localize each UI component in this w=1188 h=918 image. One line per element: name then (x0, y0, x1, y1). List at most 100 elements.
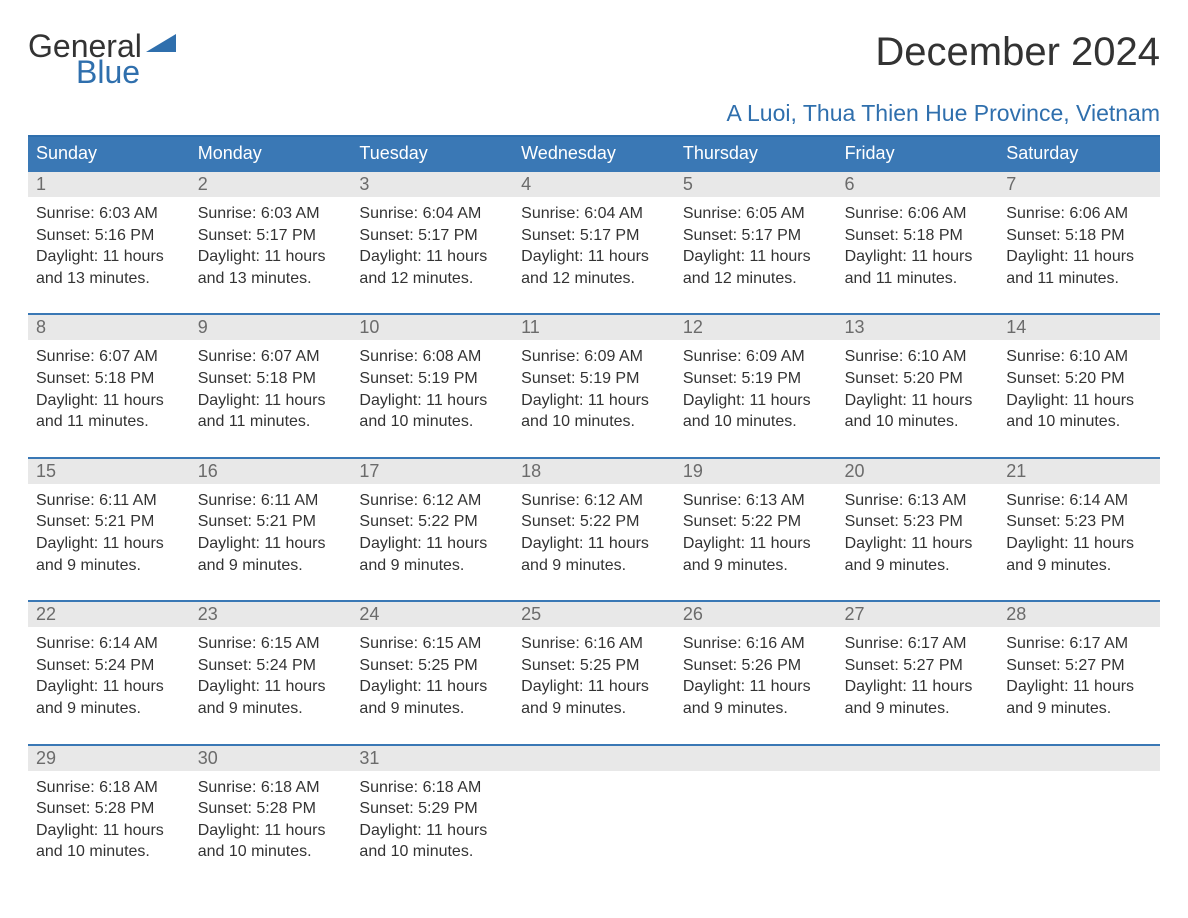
day-number: 29 (28, 746, 190, 771)
sunset-line: Sunset: 5:24 PM (36, 655, 182, 677)
day-number: 5 (675, 172, 837, 197)
sunset-line: Sunset: 5:23 PM (845, 511, 991, 533)
daylight-line: Daylight: 11 hours and 13 minutes. (36, 246, 182, 289)
day-cell: Sunrise: 6:17 AMSunset: 5:27 PMDaylight:… (837, 627, 999, 725)
daylight-line: Daylight: 11 hours and 9 minutes. (683, 533, 829, 576)
daylight-line: Daylight: 11 hours and 11 minutes. (845, 246, 991, 289)
calendar-week: 1234567Sunrise: 6:03 AMSunset: 5:16 PMDa… (28, 170, 1160, 295)
sunset-line: Sunset: 5:17 PM (359, 225, 505, 247)
day-number: 2 (190, 172, 352, 197)
month-title: December 2024 (875, 30, 1160, 75)
daylight-line: Daylight: 11 hours and 9 minutes. (845, 533, 991, 576)
daylight-line: Daylight: 11 hours and 9 minutes. (359, 533, 505, 576)
day-number-row: 891011121314 (28, 315, 1160, 340)
day-cell: Sunrise: 6:13 AMSunset: 5:22 PMDaylight:… (675, 484, 837, 582)
day-cell: Sunrise: 6:16 AMSunset: 5:26 PMDaylight:… (675, 627, 837, 725)
sunrise-line: Sunrise: 6:06 AM (845, 203, 991, 225)
sunset-line: Sunset: 5:19 PM (359, 368, 505, 390)
day-number: 20 (837, 459, 999, 484)
day-cell: Sunrise: 6:14 AMSunset: 5:24 PMDaylight:… (28, 627, 190, 725)
sunrise-line: Sunrise: 6:12 AM (521, 490, 667, 512)
sunset-line: Sunset: 5:22 PM (521, 511, 667, 533)
weekday-header-row: SundayMondayTuesdayWednesdayThursdayFrid… (28, 135, 1160, 170)
daylight-line: Daylight: 11 hours and 12 minutes. (683, 246, 829, 289)
day-cell: Sunrise: 6:11 AMSunset: 5:21 PMDaylight:… (28, 484, 190, 582)
sunset-line: Sunset: 5:17 PM (521, 225, 667, 247)
day-cell: Sunrise: 6:12 AMSunset: 5:22 PMDaylight:… (513, 484, 675, 582)
sunrise-line: Sunrise: 6:15 AM (359, 633, 505, 655)
day-number: 23 (190, 602, 352, 627)
day-cell: Sunrise: 6:07 AMSunset: 5:18 PMDaylight:… (28, 340, 190, 438)
sunset-line: Sunset: 5:16 PM (36, 225, 182, 247)
daylight-line: Daylight: 11 hours and 10 minutes. (683, 390, 829, 433)
weekday-header: Friday (837, 137, 999, 170)
sunrise-line: Sunrise: 6:07 AM (36, 346, 182, 368)
day-number-row: 22232425262728 (28, 602, 1160, 627)
day-number: 14 (998, 315, 1160, 340)
daylight-line: Daylight: 11 hours and 11 minutes. (198, 390, 344, 433)
daylight-line: Daylight: 11 hours and 10 minutes. (198, 820, 344, 863)
day-cell: Sunrise: 6:14 AMSunset: 5:23 PMDaylight:… (998, 484, 1160, 582)
sunrise-line: Sunrise: 6:03 AM (198, 203, 344, 225)
day-number: 21 (998, 459, 1160, 484)
daylight-line: Daylight: 11 hours and 9 minutes. (359, 676, 505, 719)
weekday-header: Tuesday (351, 137, 513, 170)
day-number: 10 (351, 315, 513, 340)
day-cell: Sunrise: 6:18 AMSunset: 5:28 PMDaylight:… (28, 771, 190, 869)
calendar-week: 891011121314Sunrise: 6:07 AMSunset: 5:18… (28, 313, 1160, 438)
weekday-header: Saturday (998, 137, 1160, 170)
sunrise-line: Sunrise: 6:07 AM (198, 346, 344, 368)
header-row: General Blue December 2024 (28, 30, 1160, 88)
sunrise-line: Sunrise: 6:15 AM (198, 633, 344, 655)
daylight-line: Daylight: 11 hours and 9 minutes. (36, 533, 182, 576)
logo-word2: Blue (76, 56, 176, 88)
day-number: 19 (675, 459, 837, 484)
day-number: 1 (28, 172, 190, 197)
day-number: 13 (837, 315, 999, 340)
day-cell: Sunrise: 6:13 AMSunset: 5:23 PMDaylight:… (837, 484, 999, 582)
daylight-line: Daylight: 11 hours and 10 minutes. (36, 820, 182, 863)
day-cell: Sunrise: 6:05 AMSunset: 5:17 PMDaylight:… (675, 197, 837, 295)
day-cell (837, 771, 999, 869)
calendar-week: 22232425262728Sunrise: 6:14 AMSunset: 5:… (28, 600, 1160, 725)
day-number: 25 (513, 602, 675, 627)
day-number: 26 (675, 602, 837, 627)
weekday-header: Thursday (675, 137, 837, 170)
daylight-line: Daylight: 11 hours and 9 minutes. (198, 533, 344, 576)
sunset-line: Sunset: 5:24 PM (198, 655, 344, 677)
day-cell: Sunrise: 6:06 AMSunset: 5:18 PMDaylight:… (837, 197, 999, 295)
day-cell: Sunrise: 6:04 AMSunset: 5:17 PMDaylight:… (351, 197, 513, 295)
day-number-row: 1234567 (28, 172, 1160, 197)
daylight-line: Daylight: 11 hours and 12 minutes. (359, 246, 505, 289)
weekday-header: Sunday (28, 137, 190, 170)
sunset-line: Sunset: 5:20 PM (1006, 368, 1152, 390)
day-cell: Sunrise: 6:07 AMSunset: 5:18 PMDaylight:… (190, 340, 352, 438)
daylight-line: Daylight: 11 hours and 9 minutes. (521, 533, 667, 576)
day-cell: Sunrise: 6:06 AMSunset: 5:18 PMDaylight:… (998, 197, 1160, 295)
day-cell: Sunrise: 6:09 AMSunset: 5:19 PMDaylight:… (675, 340, 837, 438)
logo: General Blue (28, 30, 176, 88)
sunset-line: Sunset: 5:21 PM (36, 511, 182, 533)
sunrise-line: Sunrise: 6:18 AM (359, 777, 505, 799)
sunset-line: Sunset: 5:22 PM (359, 511, 505, 533)
sunset-line: Sunset: 5:22 PM (683, 511, 829, 533)
sunrise-line: Sunrise: 6:12 AM (359, 490, 505, 512)
sunrise-line: Sunrise: 6:03 AM (36, 203, 182, 225)
sunset-line: Sunset: 5:17 PM (198, 225, 344, 247)
sunrise-line: Sunrise: 6:10 AM (845, 346, 991, 368)
sunrise-line: Sunrise: 6:18 AM (36, 777, 182, 799)
day-number: 12 (675, 315, 837, 340)
daylight-line: Daylight: 11 hours and 11 minutes. (36, 390, 182, 433)
day-number: 31 (351, 746, 513, 771)
day-number (998, 746, 1160, 771)
daylight-line: Daylight: 11 hours and 10 minutes. (845, 390, 991, 433)
day-cell: Sunrise: 6:09 AMSunset: 5:19 PMDaylight:… (513, 340, 675, 438)
sunrise-line: Sunrise: 6:13 AM (683, 490, 829, 512)
sunrise-line: Sunrise: 6:10 AM (1006, 346, 1152, 368)
calendar: SundayMondayTuesdayWednesdayThursdayFrid… (28, 135, 1160, 869)
day-number: 4 (513, 172, 675, 197)
daylight-line: Daylight: 11 hours and 9 minutes. (845, 676, 991, 719)
weekday-header: Wednesday (513, 137, 675, 170)
sunset-line: Sunset: 5:19 PM (683, 368, 829, 390)
day-number (675, 746, 837, 771)
